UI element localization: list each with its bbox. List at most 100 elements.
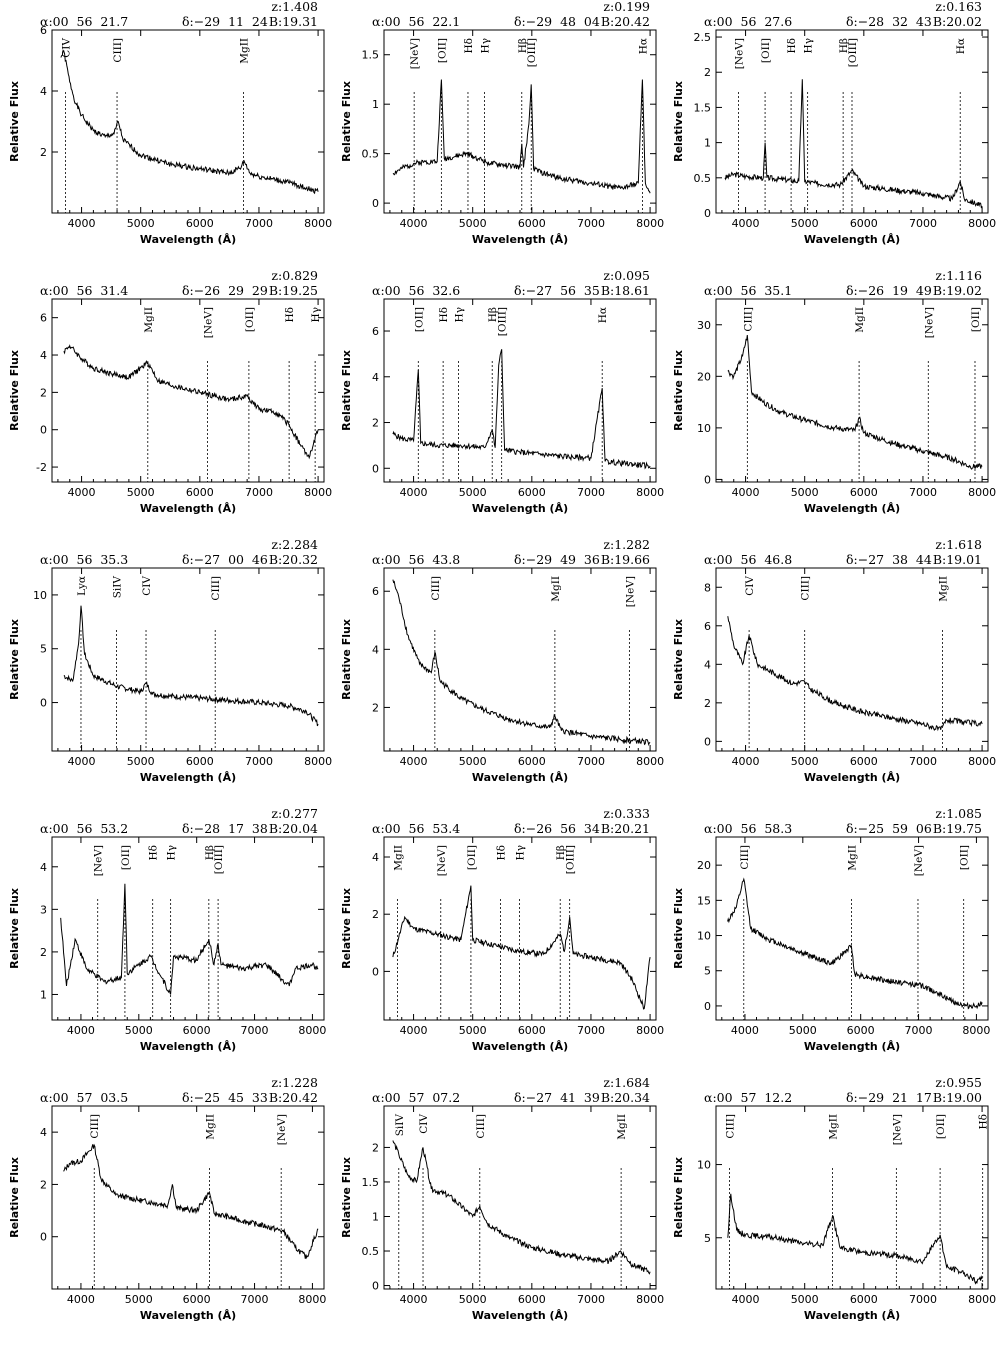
emission-line-label: Hδ xyxy=(438,307,450,322)
emission-line-label: MgII xyxy=(937,576,949,602)
emission-line-label: [OII] xyxy=(959,845,971,870)
redshift-label: z:1.085 xyxy=(935,806,982,821)
y-axis-label: Relative Flux xyxy=(8,888,21,969)
y-tick-label: 2 xyxy=(40,386,47,399)
y-tick-label: 6 xyxy=(40,24,47,37)
emission-line-label: CIII] xyxy=(89,1114,101,1139)
x-axis-label: Wavelength (Å) xyxy=(804,1309,900,1322)
emission-line-label: MgII xyxy=(827,1114,839,1140)
y-axis-label: Relative Flux xyxy=(8,350,21,431)
emission-line-label: Hα xyxy=(637,38,649,54)
y-tick-label: 4 xyxy=(372,851,379,864)
plot-frame xyxy=(383,836,657,1021)
y-axis-label: Relative Flux xyxy=(672,888,685,969)
x-tick-label: 8000 xyxy=(962,1024,990,1037)
y-tick-label: 4 xyxy=(40,1126,47,1139)
emission-line-label: [OII] xyxy=(244,307,256,332)
y-tick-label: 4 xyxy=(40,349,47,362)
x-tick-label: 7000 xyxy=(245,755,273,768)
spectrum-line xyxy=(727,1193,983,1285)
x-tick-label: 5000 xyxy=(127,755,155,768)
dec-label: δ:−26 29 29 xyxy=(182,283,268,298)
emission-line-label: Hδ xyxy=(284,307,296,322)
x-tick-label: 5000 xyxy=(791,486,819,499)
y-tick-label: 0 xyxy=(40,697,47,710)
y-tick-label: 10 xyxy=(697,930,711,943)
x-axis-label: Wavelength (Å) xyxy=(140,233,236,246)
x-tick-label: 8000 xyxy=(298,1293,326,1306)
emission-line-label: Hβ xyxy=(838,38,850,53)
x-tick-label: 4000 xyxy=(732,755,760,768)
bmag-label: B:19.75 xyxy=(932,821,982,836)
y-tick-label: -2 xyxy=(36,461,47,474)
emission-line-label: [NeV] xyxy=(203,307,215,338)
y-tick-label: 0 xyxy=(372,197,379,210)
x-tick-label: 8000 xyxy=(298,1024,326,1037)
emission-line-label: Hγ xyxy=(514,845,526,860)
y-axis-label: Relative Flux xyxy=(672,619,685,700)
redshift-label: z:1.618 xyxy=(935,537,982,552)
x-tick-label: 7000 xyxy=(245,486,273,499)
x-tick-label: 7000 xyxy=(241,1024,269,1037)
x-tick-label: 5000 xyxy=(791,1293,819,1306)
y-tick-label: 0 xyxy=(704,735,711,748)
emission-line-label: CIV xyxy=(141,576,153,596)
y-tick-label: 5 xyxy=(704,1232,711,1245)
y-tick-label: 2 xyxy=(372,1141,379,1154)
x-tick-label: 8000 xyxy=(968,755,996,768)
spectrum-panel: z:0.829 α:00 56 31.4 δ:−26 29 29 B:19.25 400… xyxy=(0,269,332,538)
x-tick-label: 5000 xyxy=(125,1293,153,1306)
spectrum-line xyxy=(63,605,319,727)
y-tick-label: 0.5 xyxy=(362,1245,380,1258)
emission-line-label: Hδ xyxy=(786,38,798,53)
x-tick-label: 6000 xyxy=(186,486,214,499)
bmag-label: B:19.31 xyxy=(268,14,318,29)
bmag-label: B:19.25 xyxy=(268,283,318,298)
y-axis-label: Relative Flux xyxy=(8,1157,21,1238)
emission-line-label: MgII xyxy=(143,307,155,333)
x-tick-label: 6000 xyxy=(847,1024,875,1037)
spectrum-plot: 4000 5000 6000 7000 8000 0 0.5 1 1.5 Wavelength (… xyxy=(340,29,664,246)
spectrum-line xyxy=(60,49,319,195)
emission-line-label: CIII] xyxy=(800,576,812,601)
spectrum-panel: z:0.277 α:00 56 53.2 δ:−28 17 38 B:20.04 400… xyxy=(0,807,332,1076)
emission-line-label: Hβ xyxy=(204,845,216,860)
bmag-label: B:20.42 xyxy=(600,14,650,29)
dec-label: δ:−29 48 04 xyxy=(514,14,600,29)
y-tick-label: 6 xyxy=(372,325,379,338)
spectrum-plot: 4000 5000 6000 7000 8000 0 2 4 6 8 Wavelength (Å) R… xyxy=(672,567,996,784)
y-tick-label: 0 xyxy=(40,1231,47,1244)
emission-line-label: MgII xyxy=(204,1114,216,1140)
x-axis-label: Wavelength (Å) xyxy=(472,233,568,246)
x-tick-label: 4000 xyxy=(68,755,96,768)
spectrum-panel: z:2.284 α:00 56 35.3 δ:−27 00 46 B:20.32 400… xyxy=(0,538,332,807)
y-tick-label: 0 xyxy=(40,424,47,437)
x-tick-label: 4000 xyxy=(732,217,760,230)
x-axis-label: Wavelength (Å) xyxy=(804,233,900,246)
x-axis-label: Wavelength (Å) xyxy=(472,502,568,515)
spectrum-plot: 4000 5000 6000 7000 8000 1 2 3 4 Wavelength (Å) Re… xyxy=(8,836,326,1053)
emission-line-label: Hδ xyxy=(978,1114,990,1129)
x-tick-label: 5000 xyxy=(459,486,487,499)
ra-label: α:00 56 22.1 xyxy=(372,14,461,29)
bmag-label: B:20.21 xyxy=(600,821,650,836)
x-tick-label: 6000 xyxy=(518,1293,546,1306)
emission-line-label: CIV xyxy=(61,38,73,58)
emission-line-label: [OIII] xyxy=(526,38,538,67)
y-tick-label: 2 xyxy=(704,697,711,710)
emission-line-label: [NeV] xyxy=(276,1114,288,1145)
spectrum-plot: 4000 5000 6000 7000 8000 2 4 6 Wavelength (Å) Rel… xyxy=(8,24,332,246)
y-tick-label: 0 xyxy=(372,965,379,978)
redshift-label: z:0.095 xyxy=(603,268,650,283)
emission-line-label: [OII] xyxy=(760,38,772,63)
x-axis-label: Wavelength (Å) xyxy=(472,771,568,784)
spectrum-line xyxy=(392,349,651,470)
spectrum-line xyxy=(392,1140,651,1275)
bmag-label: B:20.04 xyxy=(268,821,318,836)
x-tick-label: 4000 xyxy=(400,1293,428,1306)
y-tick-label: 1 xyxy=(372,1210,379,1223)
x-tick-label: 6000 xyxy=(186,217,214,230)
spectrum-line xyxy=(392,885,651,1010)
x-tick-label: 4000 xyxy=(68,217,96,230)
